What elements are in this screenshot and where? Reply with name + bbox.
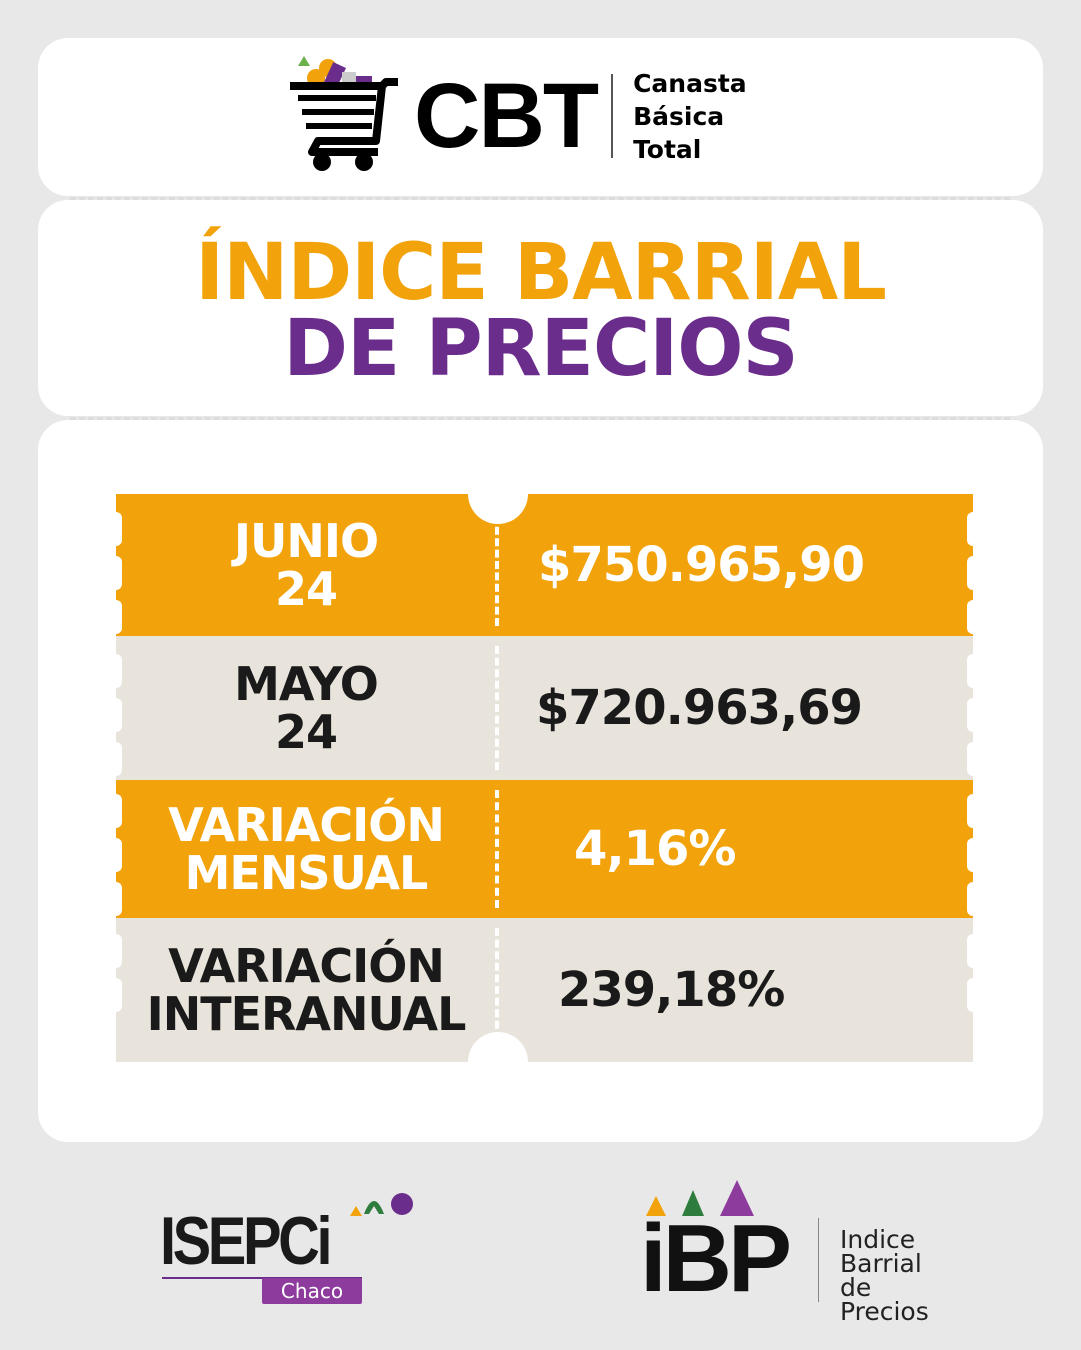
prices-card: JUNIO 24 $750.965,90 MAYO 24 $720.963,69 V… [38, 420, 1043, 1142]
prices-table: JUNIO 24 $750.965,90 MAYO 24 $720.963,69 V… [110, 464, 979, 1092]
row-label: MAYO 24 [234, 657, 379, 759]
divider [818, 1218, 819, 1302]
row-label: VARIACIÓN INTERANUAL [146, 939, 467, 1041]
cbt-subtitle: Canasta Básica Total [633, 67, 747, 166]
table-row-variacion-interanual: VARIACIÓN INTERANUAL 239,18% [116, 918, 973, 1062]
table-row-junio: JUNIO 24 $750.965,90 [116, 494, 973, 636]
row-value: 239,18% [558, 962, 785, 1018]
isepci-wordmark: ISEPCi [160, 1203, 333, 1279]
subtitle-line: Básica [633, 101, 725, 131]
shopping-cart-icon [290, 56, 398, 171]
ticket-hole [468, 464, 528, 524]
dashed-divider [70, 197, 1010, 200]
ticket-hole [468, 1032, 528, 1092]
isepci-dots-icon [162, 1193, 413, 1304]
ibp-triangles-icon [646, 1180, 754, 1216]
header-card: CBT Canasta Básica Total [38, 38, 1043, 196]
cbt-logo: CBT Canasta Básica Total [288, 56, 747, 176]
row-value: $750.965,90 [538, 537, 865, 593]
subtitle-line: Canasta [633, 68, 747, 98]
row-value: 4,16% [574, 821, 737, 877]
table-row-mayo: MAYO 24 $720.963,69 [116, 636, 973, 780]
row-label: JUNIO 24 [233, 514, 379, 616]
row-value: $720.963,69 [536, 680, 863, 736]
isepci-chaco: Chaco [280, 1279, 344, 1303]
ibp-wordmark: iBP [640, 1205, 792, 1312]
row-label: VARIACIÓN MENSUAL [168, 798, 445, 900]
cbt-wordmark: CBT [414, 64, 599, 167]
table-row-variacion-mensual: VARIACIÓN MENSUAL 4,16% [116, 780, 973, 918]
divider [611, 74, 614, 158]
dashed-divider [70, 417, 1010, 420]
title-line-1: ÍNDICE BARRIAL [195, 228, 887, 318]
title-card: ÍNDICE BARRIAL DE PRECIOS [38, 200, 1043, 416]
ibp-text: Indice Barrial de Precios [840, 1225, 929, 1326]
title-line-2: DE PRECIOS [283, 304, 798, 394]
subtitle-line: Total [633, 134, 702, 164]
